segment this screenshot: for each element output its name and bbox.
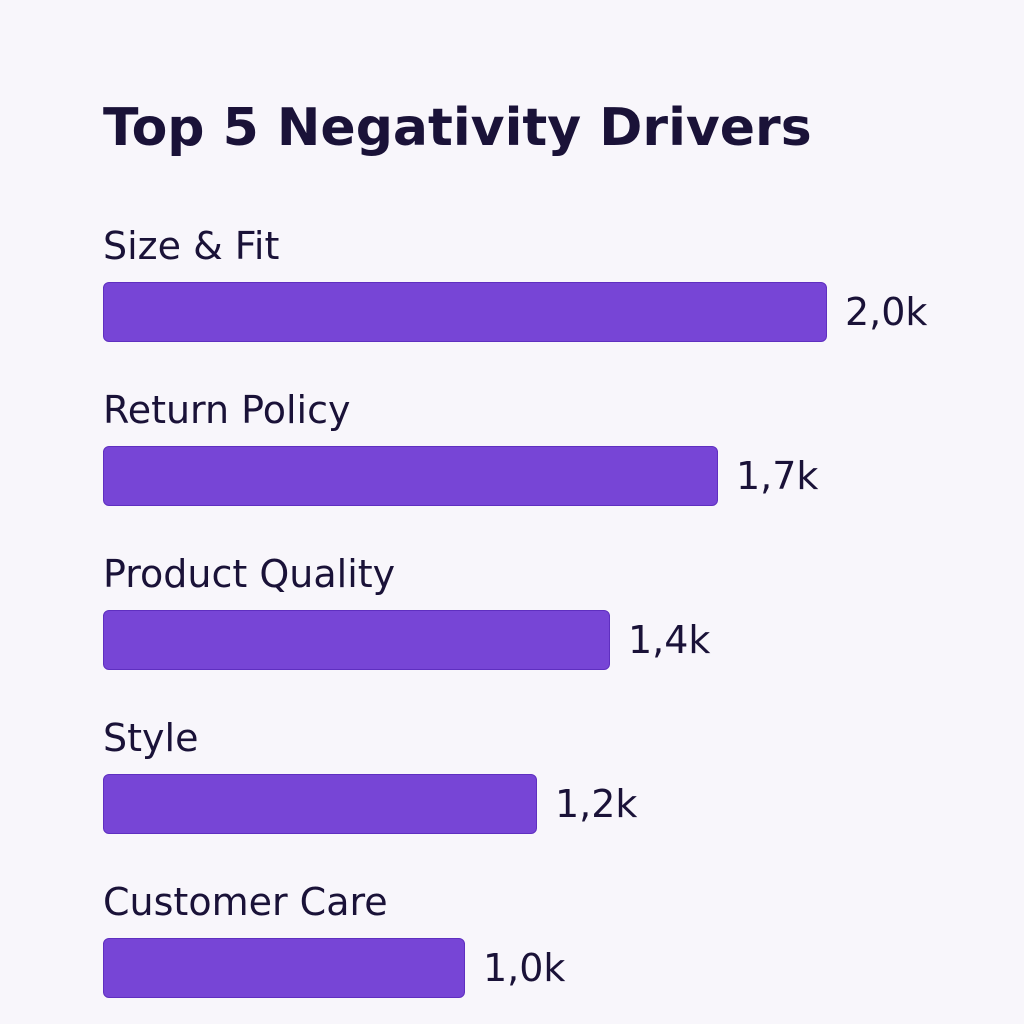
category-label: Size & Fit [103,224,280,268]
bar [103,610,610,670]
chart-title: Top 5 Negativity Drivers [103,98,812,158]
category-label: Product Quality [103,552,396,596]
bar [103,774,537,834]
bar-row: Style 1,2k [103,714,983,844]
bar [103,282,827,342]
category-label: Return Policy [103,388,351,432]
value-label: 1,4k [628,618,711,662]
value-label: 1,7k [736,454,819,498]
category-label: Style [103,716,199,760]
bar-row: Customer Care 1,0k [103,878,983,1008]
bar-row: Product Quality 1,4k [103,550,983,680]
bar [103,938,465,998]
value-label: 1,2k [555,782,638,826]
value-label: 2,0k [845,290,928,334]
bar-row: Return Policy 1,7k [103,386,983,516]
bar-row: Size & Fit 2,0k [103,222,983,352]
bar [103,446,718,506]
value-label: 1,0k [483,946,566,990]
category-label: Customer Care [103,880,388,924]
